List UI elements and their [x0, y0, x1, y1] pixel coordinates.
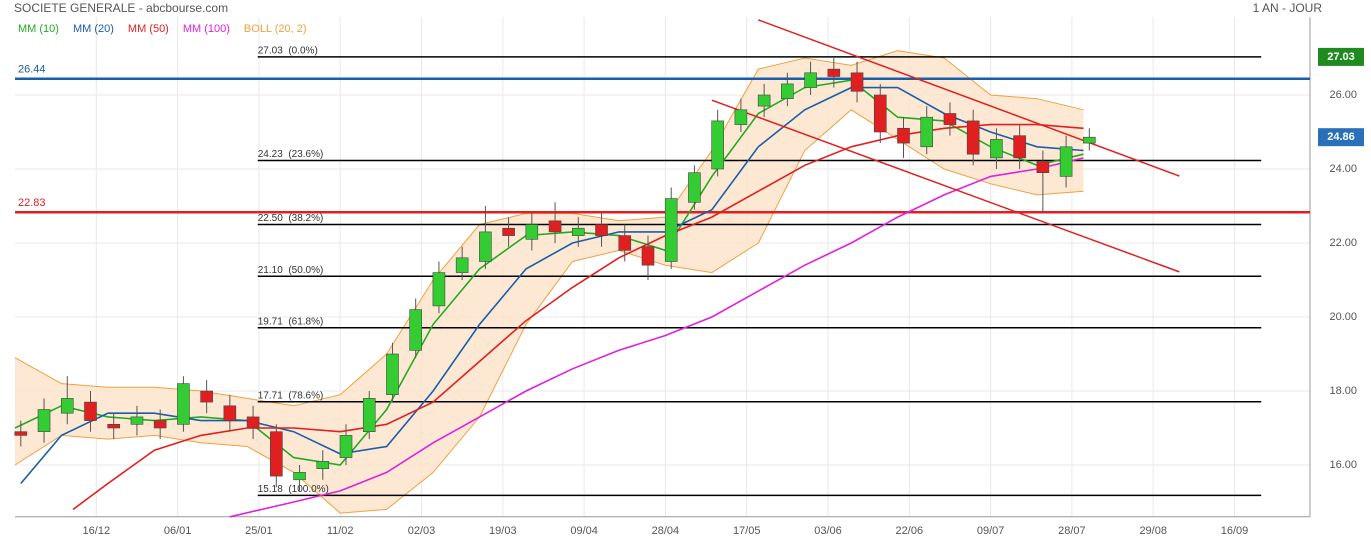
- candle-body: [734, 109, 748, 125]
- price-tag-label: 27.03: [1327, 51, 1355, 63]
- candle-body: [571, 227, 585, 236]
- candle-body: [386, 353, 399, 396]
- x-tick-label: 28/04: [652, 525, 680, 537]
- candle-body: [688, 172, 701, 203]
- candle-body: [223, 405, 237, 421]
- trend-line: [711, 99, 1180, 273]
- y-tick-label: 24.00: [1329, 163, 1357, 175]
- candle-body: [246, 416, 260, 429]
- horizontal-line-label: 22.83: [18, 197, 46, 209]
- period-label: 1 AN - JOUR: [1253, 1, 1323, 15]
- fib-label: 24.23 (23.6%): [258, 149, 324, 160]
- horizontal-line-label: 26.44: [18, 64, 46, 76]
- moving-average-line: [229, 157, 1084, 518]
- x-tick-label: 11/02: [327, 525, 354, 537]
- candle-body: [595, 224, 608, 236]
- x-tick-label: 22/06: [896, 525, 924, 537]
- x-tick-label: 25/01: [245, 525, 273, 537]
- candle-body: [409, 309, 422, 351]
- candle-body: [153, 420, 167, 429]
- legend-entry: MM (50): [128, 23, 169, 35]
- moving-average-line: [14, 79, 1084, 466]
- candle-body: [920, 116, 934, 148]
- chart-title: SOCIETE GENERALE - abcbourse.com: [14, 1, 228, 15]
- x-tick-label: 03/06: [814, 525, 842, 537]
- fib-label: 19.71 (61.8%): [258, 316, 324, 327]
- candle-body: [107, 423, 121, 429]
- legend-entry: MM (10): [18, 23, 59, 35]
- candle-body: [548, 220, 562, 233]
- x-tick-label: 16/09: [1221, 525, 1249, 537]
- legend-entry: MM (100): [183, 23, 230, 35]
- candle-body: [84, 401, 97, 421]
- bollinger-band: [15, 50, 1084, 514]
- x-tick-label: 28/07: [1058, 525, 1086, 537]
- price-tag: [1318, 47, 1364, 66]
- moving-average-line: [72, 123, 1084, 511]
- candle-body: [316, 460, 330, 469]
- x-tick-label: 17/05: [733, 525, 761, 537]
- candle-body: [1059, 146, 1073, 177]
- fib-label: 21.10 (50.0%): [258, 265, 324, 276]
- legend-entry: BOLL (20, 2): [244, 23, 307, 35]
- y-tick-label: 20.00: [1329, 311, 1357, 323]
- legend-entry: MM (20): [73, 23, 114, 35]
- y-tick-label: 26.00: [1329, 89, 1357, 101]
- candle-body: [850, 72, 864, 92]
- candle-body: [827, 68, 841, 77]
- candle-body: [641, 246, 655, 266]
- candle-body: [14, 431, 28, 436]
- fib-label: 22.50 (38.2%): [258, 213, 324, 224]
- fib-label: 27.03 (0.0%): [258, 46, 318, 57]
- candle-body: [177, 383, 190, 425]
- candle-body: [270, 431, 283, 477]
- candle-body: [502, 227, 515, 236]
- candle-body: [1083, 136, 1096, 144]
- y-tick-label: 18.00: [1329, 385, 1357, 397]
- x-tick-label: 06/01: [164, 525, 192, 537]
- candle-body: [37, 409, 51, 433]
- fib-label: 15.18 (100.0%): [258, 484, 329, 495]
- x-tick-label: 16/12: [83, 525, 111, 537]
- candle-body: [1013, 135, 1026, 159]
- y-tick-label: 16.00: [1329, 459, 1357, 471]
- candle-body: [293, 472, 306, 481]
- candle-body: [479, 231, 492, 262]
- x-tick-label: 02/03: [408, 525, 436, 537]
- candle-body: [757, 94, 771, 107]
- bollinger-lower: [14, 109, 1084, 514]
- candle-body: [60, 398, 74, 414]
- candle-body: [966, 120, 980, 155]
- candle-body: [873, 94, 887, 133]
- moving-average-line: [20, 86, 1084, 485]
- price-tag: [1318, 128, 1364, 147]
- x-tick-label: 29/08: [1139, 525, 1167, 537]
- candle-body: [804, 72, 817, 88]
- candle-body: [943, 113, 957, 125]
- candle-body: [339, 435, 353, 458]
- candle-body: [432, 272, 446, 307]
- candle-body: [1036, 161, 1050, 174]
- candle-body: [362, 398, 376, 432]
- x-tick-label: 19/03: [489, 525, 517, 537]
- candle-body: [711, 120, 724, 170]
- candle-body: [525, 224, 539, 240]
- candle-body: [990, 139, 1003, 159]
- candle-body: [897, 128, 910, 144]
- candle-body: [781, 83, 794, 100]
- price-tag-label: 24.86: [1327, 131, 1355, 143]
- candle-body: [455, 257, 469, 273]
- x-tick-label: 09/07: [977, 525, 1005, 537]
- x-tick-label: 09/04: [570, 525, 598, 537]
- trend-line: [758, 19, 1180, 177]
- candle-body: [618, 235, 632, 251]
- y-tick-label: 22.00: [1329, 237, 1357, 249]
- candle-body: [664, 198, 678, 262]
- fib-label: 17.71 (78.6%): [258, 390, 324, 401]
- candle-body: [200, 390, 213, 403]
- candle-body: [130, 416, 144, 425]
